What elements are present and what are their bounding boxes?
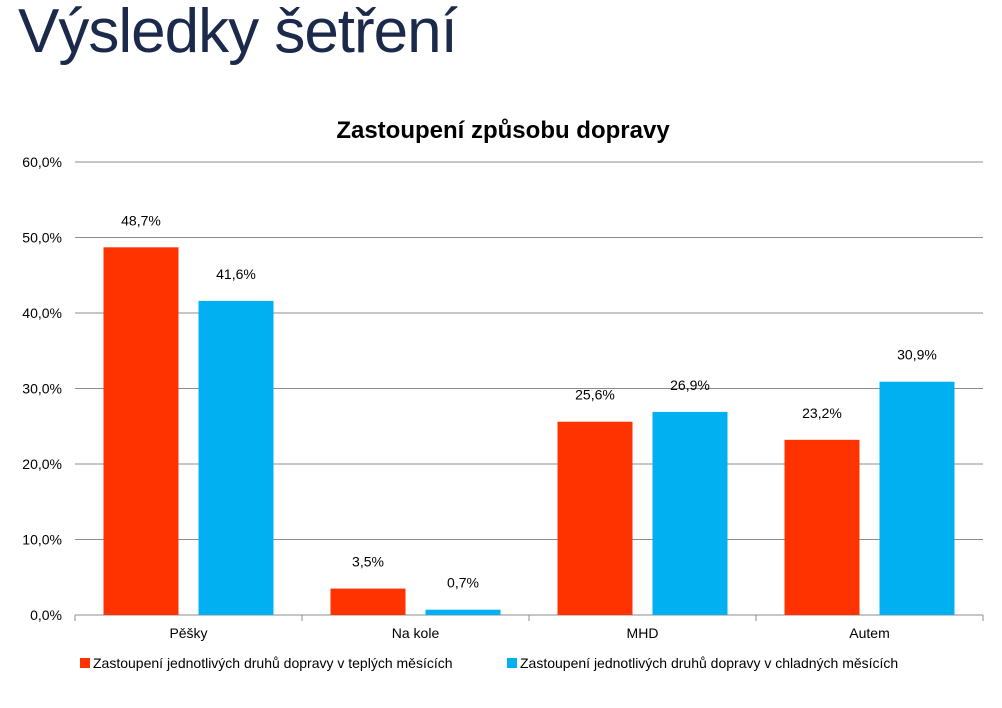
- bar-series-1: [103, 247, 179, 615]
- category-label: MHD: [627, 625, 659, 641]
- category-label: Na kole: [392, 625, 440, 641]
- x-axis-category-labels: Pěšky Na kole MHD Autem: [74, 615, 984, 641]
- data-labels: 48,7% 41,6% 3,5% 0,7% 25,6% 26,9% 23,2% 30,9%: [121, 212, 937, 590]
- bar-series-1: [784, 439, 860, 615]
- data-label: 23,2%: [802, 405, 842, 421]
- legend-label-series-1: Zastoupení jednotlivých druhů dopravy v …: [93, 655, 453, 671]
- legend-swatch-series-2: [507, 658, 517, 668]
- y-tick-label: 10,0%: [22, 532, 62, 548]
- bar-series-2: [879, 381, 955, 615]
- data-label: 41,6%: [216, 266, 256, 282]
- data-label: 3,5%: [352, 554, 384, 570]
- y-tick-label: 20,0%: [22, 456, 62, 472]
- slide-title: Výsledky šetření: [18, 0, 458, 66]
- y-tick-label: 0,0%: [30, 607, 62, 623]
- y-tick-label: 50,0%: [22, 230, 62, 246]
- bars: [103, 247, 955, 615]
- data-label: 0,7%: [447, 575, 479, 591]
- data-label: 26,9%: [670, 377, 710, 393]
- legend: Zastoupení jednotlivých druhů dopravy v …: [80, 655, 898, 671]
- y-tick-label: 60,0%: [22, 154, 62, 170]
- bar-series-2: [425, 609, 501, 615]
- data-label: 25,6%: [575, 387, 615, 403]
- bar-series-1: [557, 421, 633, 615]
- data-label: 48,7%: [121, 212, 161, 228]
- category-label: Autem: [849, 625, 889, 641]
- category-label: Pěšky: [169, 625, 207, 641]
- data-label: 30,9%: [897, 347, 937, 363]
- legend-label-series-2: Zastoupení jednotlivých druhů dopravy v …: [520, 655, 898, 671]
- bar-series-1: [330, 588, 406, 615]
- chart-title: Zastoupení způsobu dopravy: [336, 117, 670, 144]
- legend-swatch-series-1: [80, 658, 90, 668]
- bar-series-2: [198, 300, 274, 615]
- bar-series-2: [652, 411, 728, 615]
- y-axis-tick-labels: 0,0% 10,0% 20,0% 30,0% 40,0% 50,0% 60,0%: [22, 154, 62, 623]
- y-tick-label: 40,0%: [22, 305, 62, 321]
- y-tick-label: 30,0%: [22, 381, 62, 397]
